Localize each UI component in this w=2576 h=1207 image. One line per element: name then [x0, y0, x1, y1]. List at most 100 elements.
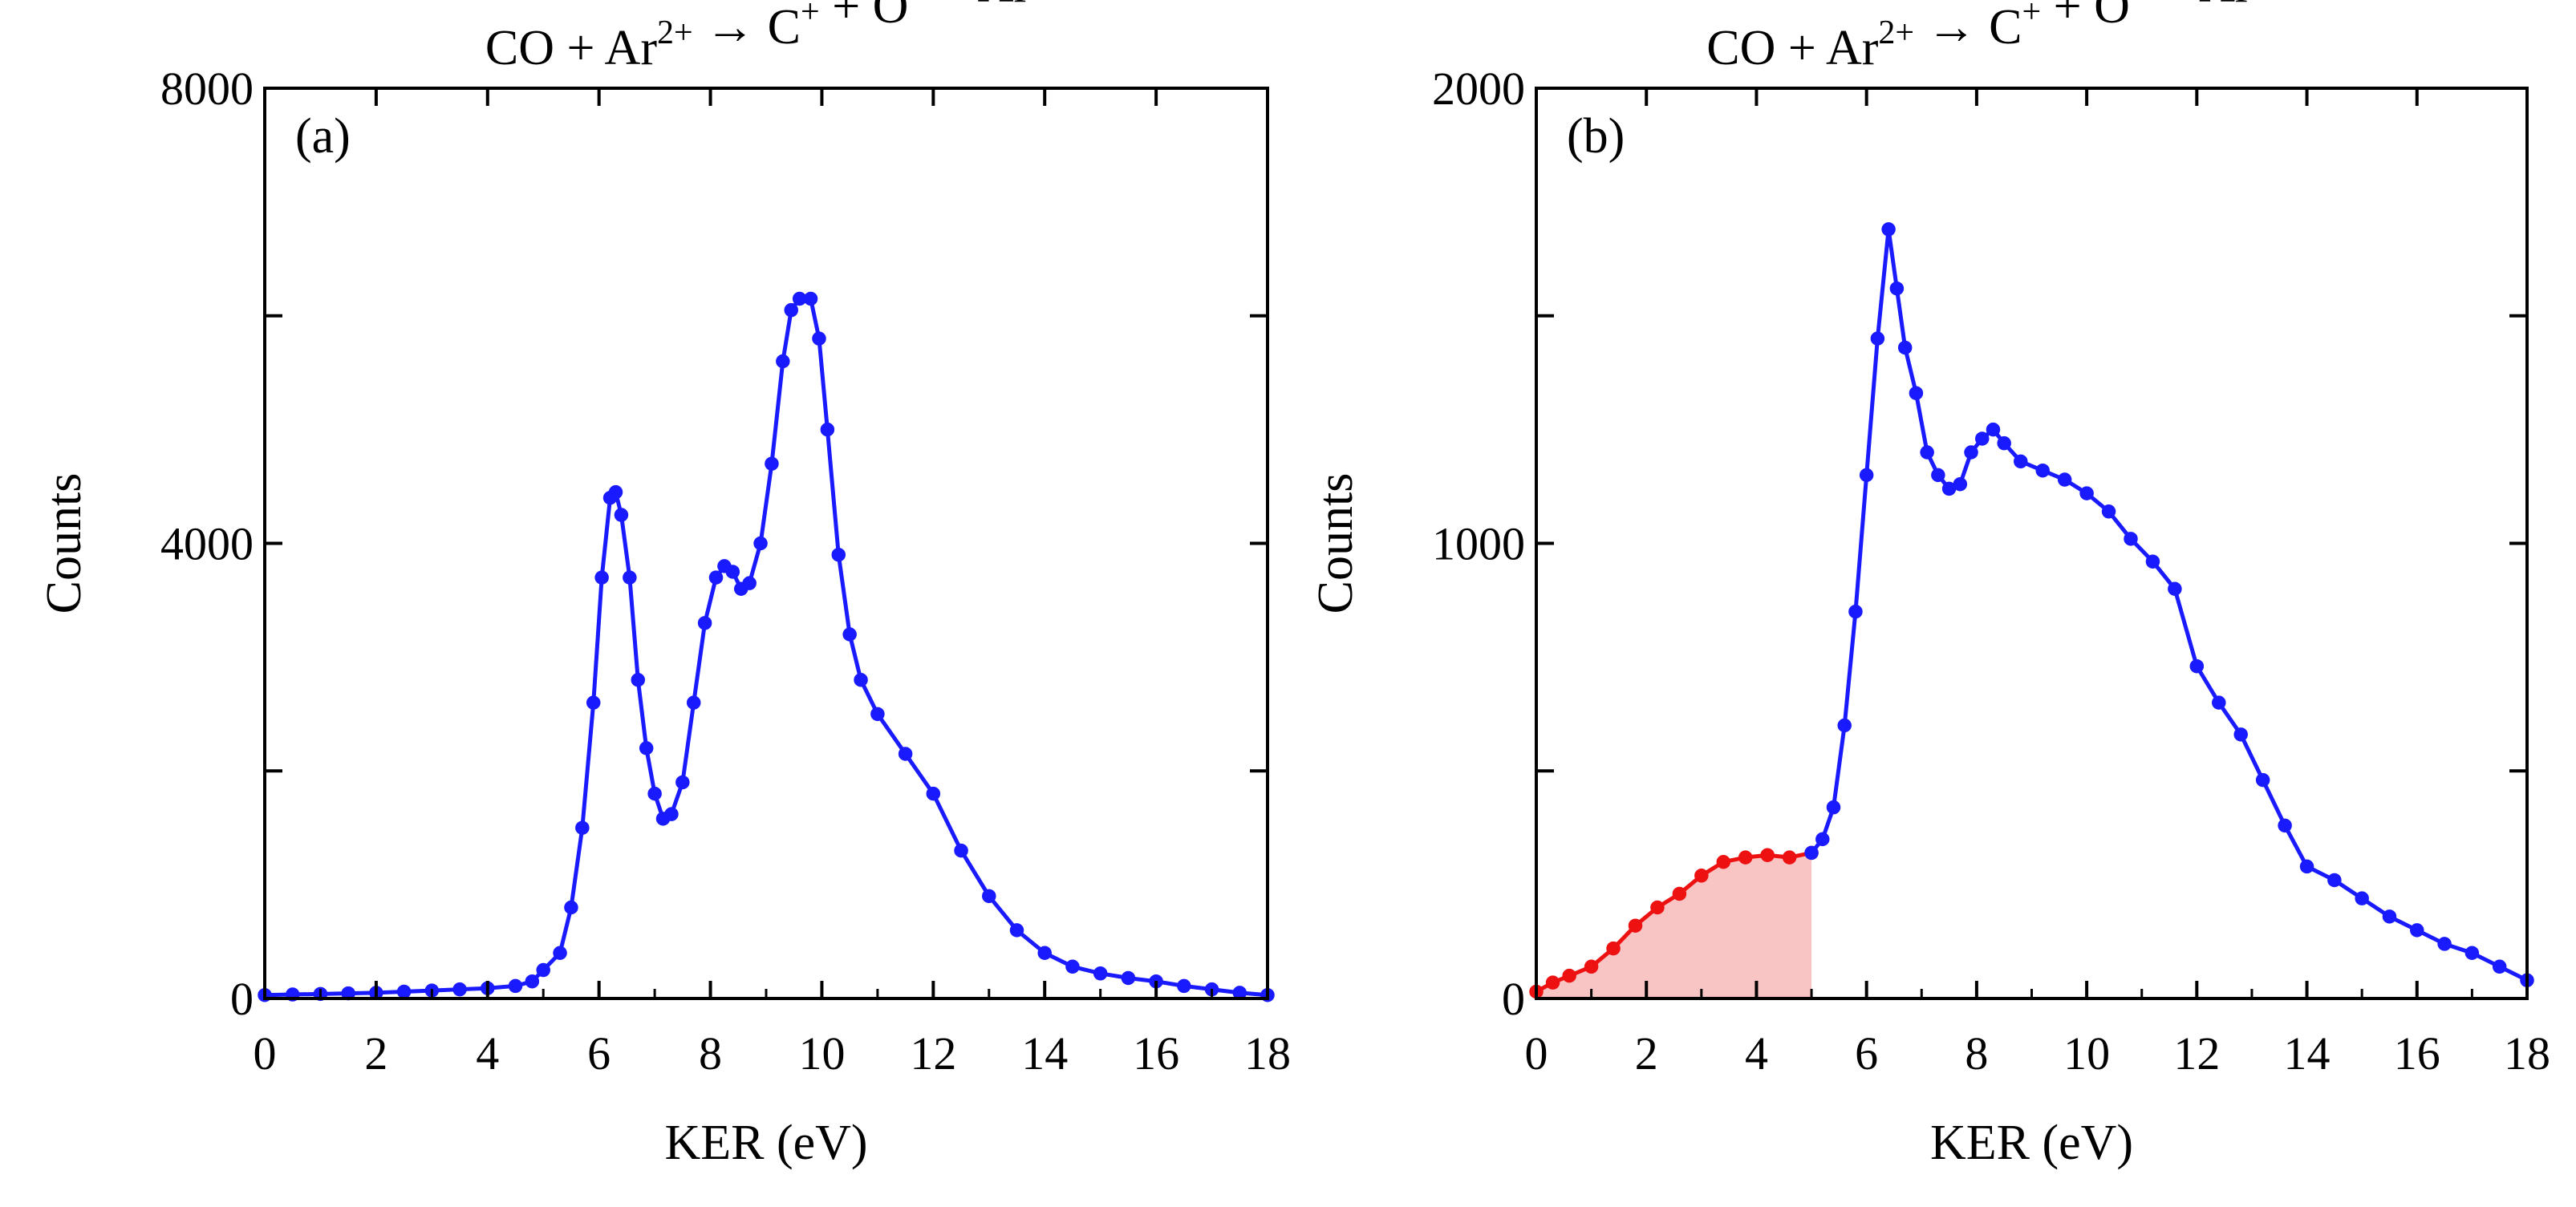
panel-a-series-0-point: [608, 484, 623, 500]
panel-b-title-part: + Ar: [2149, 0, 2252, 13]
panel-b-xtick-label: 6: [1855, 1027, 1878, 1079]
panel-b-series-1-point: [2233, 727, 2248, 742]
panel-b-series-1-point: [1826, 800, 1841, 815]
panel-b-series-1-point: [2355, 891, 2369, 905]
panel-a-series-0-point: [508, 978, 523, 994]
panel-a-series-0-point: [553, 946, 567, 960]
panel-a-series-0-point: [753, 536, 768, 551]
panel-b-series-1-point: [2299, 859, 2314, 874]
panel-a-title-part: + O: [820, 0, 909, 34]
panel-a-series-0-point: [452, 982, 467, 997]
panel-a-xlabel: KER (eV): [664, 1116, 867, 1170]
panel-a-xtick-label: 8: [699, 1027, 722, 1079]
panel-a-series-0-point: [765, 456, 779, 471]
panel-a-series-0-point: [742, 576, 757, 590]
panel-b-series-0-point: [1628, 918, 1643, 933]
panel-a-series-0-point: [564, 900, 578, 915]
panel-b-series-1-point: [1986, 422, 2001, 437]
panel-b-xtick-label: 0: [1525, 1027, 1548, 1079]
panel-b-series-1-point: [1909, 386, 1924, 400]
panel-b-series-1-point: [2382, 909, 2397, 924]
panel-a-series-0-point: [1093, 966, 1108, 981]
panel-b-title-part: → C: [1914, 0, 2022, 55]
panel-a-ytick-label: 4000: [160, 518, 254, 570]
panel-b-series-1-point: [1964, 445, 1978, 460]
panel-b-series-1-point: [2437, 937, 2452, 951]
panel-a: 0 2 4 6 8 10 12 14 16 18 0 4000 8000 KER (eV) Counts CO…: [37, 0, 1291, 1170]
panel-b-series-1-point: [2212, 695, 2226, 710]
panel-a-series-0-point: [954, 843, 968, 858]
panel-b-series-0-point: [1760, 848, 1775, 862]
panel-b-series-1-point: [1953, 476, 1968, 492]
panel-a-series-0-point: [697, 616, 712, 630]
panel-b-xtick-label: 18: [2504, 1027, 2550, 1079]
panel-b-series-1-point: [1920, 445, 1934, 460]
panel-a-series-0-point: [639, 741, 654, 755]
panel-b-xtick-label: 12: [2173, 1027, 2220, 1079]
panel-a-xtick-label: 14: [1021, 1027, 1068, 1079]
panel-b-title-part: CO + Ar: [1706, 21, 1878, 75]
panel-b-series-1-line: [1810, 227, 2529, 982]
panel-a-title-sup: 2+: [657, 14, 693, 51]
panel-b-series-1-point: [2168, 581, 2182, 596]
panel-b-title: CO + Ar2+ → C+ + O+ + Ar+ + e-: [1706, 0, 2356, 75]
panel-a-series-0-point: [842, 627, 857, 642]
panel-a-xtick-label: 10: [798, 1027, 845, 1079]
panel-b-xtick-label: 14: [2284, 1027, 2331, 1079]
panel-a-series-0-point: [898, 747, 913, 761]
panel-a-title-sup: +: [801, 0, 820, 30]
panel-b-series-1-point: [2014, 454, 2028, 469]
panel-a-series-0-point: [614, 508, 629, 522]
panel-a-series-0-point: [631, 673, 646, 687]
panel-b-xtick-label: 2: [1635, 1027, 1658, 1079]
panel-b-series-0-point: [1694, 869, 1709, 883]
panel-b-series-1-point: [1975, 431, 1990, 446]
panel-b-series-0-point: [1716, 855, 1731, 869]
panel-a-series-0-point: [586, 695, 601, 710]
panel-b-xlabel: KER (eV): [1930, 1116, 2133, 1170]
panel-b-series-1-point: [1897, 340, 1913, 355]
panel-a-label: (a): [295, 109, 351, 164]
panel-b-series-1-point: [1837, 718, 1852, 733]
panel-a-series-0-point: [784, 302, 798, 318]
panel-b-series-1-point: [2410, 923, 2424, 938]
panel-a-series-0-point: [623, 570, 637, 585]
panel-b-title-sup: +: [2130, 0, 2149, 10]
panel-b-series-0-area: [1536, 853, 1812, 998]
panel-b-ytick-label: 0: [1502, 973, 1525, 1025]
panel-b-title-sup: +: [2022, 0, 2041, 30]
panel-a-title-part: + Ar: [927, 0, 1030, 13]
panel-a-xtick-label: 16: [1133, 1027, 1179, 1079]
panel-a-series-0-line: [264, 296, 1268, 998]
panel-a-xtick-label: 6: [587, 1027, 611, 1079]
panel-a-xtick-label: 0: [254, 1027, 277, 1079]
panel-b-series-0-point: [1672, 886, 1687, 901]
panel-b-series-0-point: [1782, 850, 1797, 865]
panel-a-series-0-point: [686, 695, 701, 710]
panel-a-ytick-label: 0: [230, 973, 254, 1025]
panel-a-series-0-point: [870, 707, 885, 722]
panel-b-series-0-point: [1562, 968, 1576, 983]
panel-a-xtick-label: 4: [476, 1027, 499, 1079]
panel-a-series-0-point: [982, 889, 996, 904]
panel-b-ytick-label: 2000: [1432, 63, 1525, 115]
panel-b-series-1-point: [1881, 222, 1896, 237]
panel-b-series-1-point: [2327, 873, 2342, 888]
panel-b-label: (b): [1567, 109, 1625, 164]
panel-a-series-0-point: [575, 820, 590, 835]
panel-a-series-0-point: [708, 570, 724, 585]
panel-b-series-1-point: [2079, 486, 2094, 500]
panel-a-series-0-point: [525, 974, 540, 989]
panel-a-series-0-point: [803, 291, 818, 306]
panel-a-series-0-point: [1009, 923, 1024, 938]
panel-b-xtick-label: 4: [1745, 1027, 1768, 1079]
panel-a-series-0-point: [675, 775, 690, 790]
panel-a-ylabel: Counts: [37, 473, 91, 614]
panel-b-series-1-point: [1997, 435, 2011, 451]
panel-a-xtick-label: 12: [910, 1027, 956, 1079]
panel-b-series-1-point: [1815, 832, 1830, 847]
panel-b-series-1-point: [2035, 463, 2050, 478]
panel-b-xtick-label: 8: [1965, 1027, 1988, 1079]
panel-b-series-1-point: [1859, 468, 1874, 483]
